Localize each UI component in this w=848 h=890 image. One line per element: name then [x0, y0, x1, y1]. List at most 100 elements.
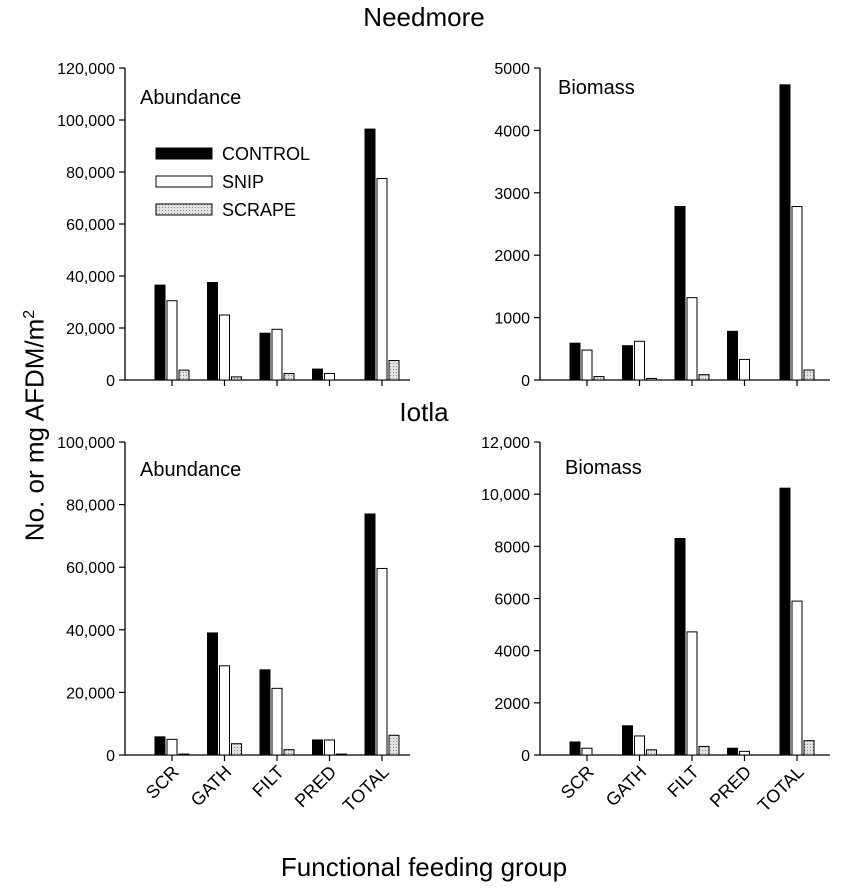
bar-control-gath [207, 632, 218, 756]
y-tick-label: 2000 [494, 248, 530, 265]
y-tick-label: 2000 [494, 696, 530, 713]
bar-control-pred [312, 368, 323, 381]
bar-scrape-gath [646, 749, 657, 756]
legend: CONTROL SNIP SCRAPE [155, 144, 310, 220]
legend-label-control: CONTROL [222, 144, 310, 164]
bar-scrape-scr [178, 369, 190, 381]
bar-scrape-gath [231, 743, 242, 756]
chart-panel-needmore-biomass: 0 1000 2000 3000 4000 5000 Biomass [494, 61, 830, 390]
bar-control-scr [569, 741, 581, 756]
bar-scrape-total [803, 740, 815, 756]
y-tick-label: 60,000 [66, 217, 115, 234]
bar-snip-gath [219, 665, 230, 756]
panel-title: Abundance [140, 459, 241, 481]
bar-control-total [364, 128, 376, 381]
y-tick-label: 0 [521, 373, 530, 390]
bar-snip-filt [686, 297, 698, 381]
bar-control-filt [259, 669, 271, 756]
y-tick-label: 100,000 [57, 435, 115, 452]
legend-label-scrape: SCRAPE [222, 200, 296, 220]
bar-snip-scr [166, 300, 178, 381]
bar-snip-filt [271, 687, 283, 756]
y-tick-label: 4000 [494, 123, 530, 140]
bar-scrape-gath [646, 377, 657, 381]
bar-control-total [779, 84, 791, 381]
bar-snip-gath [634, 735, 645, 756]
x-axis-title: Functional feeding group [280, 852, 568, 882]
bar-scrape-total [803, 369, 815, 381]
x-tick-label-gath: GATH [602, 762, 651, 811]
legend-swatch-snip [155, 175, 213, 188]
bar-snip-pred [324, 739, 335, 756]
bar-scrape-filt [283, 373, 295, 381]
panel-title: Biomass [565, 457, 642, 479]
y-tick-label: 10,000 [481, 487, 530, 504]
bar-control-pred [727, 747, 738, 756]
bar-control-gath [622, 725, 633, 756]
bar-control-scr [569, 342, 581, 381]
legend-label-snip: SNIP [222, 172, 264, 192]
bar-control-scr [154, 736, 166, 756]
y-tick-label: 20,000 [66, 685, 115, 702]
bar-scrape-filt [283, 749, 295, 756]
bar-snip-gath [219, 314, 230, 381]
bar-snip-scr [581, 747, 593, 756]
y-tick-label: 4000 [494, 644, 530, 661]
x-tick-label-total: TOTAL [339, 762, 393, 816]
y-tick-label: 120,000 [57, 61, 115, 78]
bar-control-filt [259, 332, 271, 381]
bar-scrape-filt [698, 374, 710, 381]
y-tick-label: 6000 [494, 592, 530, 609]
y-tick-label: 12,000 [481, 435, 530, 452]
bar-snip-pred [739, 750, 750, 756]
bar-scrape-scr [593, 376, 605, 381]
site-title-iotla: Iotla [399, 397, 449, 427]
x-tick-label-scr: SCR [142, 762, 183, 803]
y-tick-label: 5000 [494, 61, 530, 78]
legend-swatch-control [155, 147, 213, 160]
bar-snip-total [791, 600, 803, 756]
y-tick-label: 3000 [494, 186, 530, 203]
bar-control-gath [622, 345, 633, 381]
bar-scrape-total [388, 360, 400, 381]
bar-scrape-total [388, 734, 400, 756]
bar-snip-total [791, 206, 803, 381]
panel-title: Abundance [140, 87, 241, 109]
bar-snip-gath [634, 340, 645, 381]
y-tick-label: 0 [106, 748, 115, 765]
x-tick-label-pred: PRED [291, 762, 341, 812]
bar-snip-filt [271, 328, 283, 381]
chart-panel-iotla-abundance: 0 20,000 40,000 60,000 80,000 100,000 Abundanc… [57, 435, 410, 816]
y-tick-label: 60,000 [66, 560, 115, 577]
y-tick-label: 100,000 [57, 113, 115, 130]
bar-snip-pred [739, 358, 750, 381]
chart-panel-needmore-abundance: 0 20,000 40,000 60,000 80,000 100,000 120,000 A… [57, 61, 410, 390]
y-tick-label: 80,000 [66, 498, 115, 515]
bar-snip-total [376, 567, 388, 756]
bar-scrape-gath [231, 376, 242, 381]
bar-control-total [779, 487, 791, 756]
bar-control-total [364, 513, 376, 756]
x-tick-label-gath: GATH [187, 762, 236, 811]
x-tick-label-scr: SCR [557, 762, 598, 803]
bar-control-pred [312, 739, 323, 756]
panel-title: Biomass [558, 77, 635, 99]
bar-scrape-scr [178, 753, 190, 756]
y-tick-label: 8000 [494, 539, 530, 556]
bar-snip-scr [581, 349, 593, 381]
bar-scrape-pred [336, 753, 347, 756]
y-tick-label: 40,000 [66, 269, 115, 286]
bar-control-filt [674, 538, 686, 756]
bar-snip-scr [166, 738, 178, 756]
site-title-needmore: Needmore [363, 2, 485, 32]
bar-snip-total [376, 178, 388, 381]
y-tick-label: 40,000 [66, 623, 115, 640]
x-tick-label-filt: FILT [663, 762, 702, 801]
bar-control-scr [154, 284, 166, 381]
bar-control-pred [727, 330, 738, 381]
y-tick-label: 80,000 [66, 165, 115, 182]
bar-control-filt [674, 206, 686, 381]
y-tick-label: 20,000 [66, 321, 115, 338]
x-tick-label-filt: FILT [248, 762, 287, 801]
